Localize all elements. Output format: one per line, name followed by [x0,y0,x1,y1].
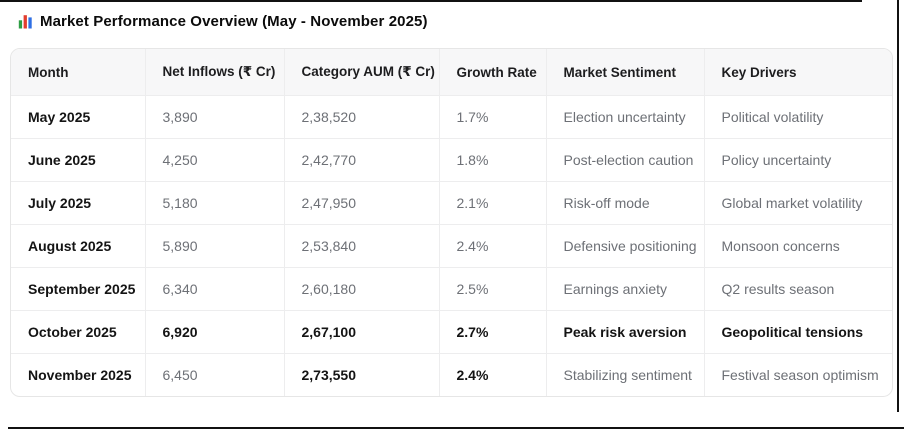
month-cell: August 2025 [11,224,145,268]
table-row: July 2025 5,180 2,47,950 2.1% Risk-off mode G… [11,181,892,225]
table-cell: 2.4% [438,353,546,396]
table-cell: Festival season optimism [703,353,892,396]
table-cell: 2.5% [438,267,546,311]
table-cell: Monsoon concerns [703,224,892,268]
month-cell: September 2025 [11,267,145,311]
column-header: Category AUM (₹ Cr) [283,49,439,96]
page-title: Market Performance Overview (May - Novem… [18,13,428,30]
table-cell: Q2 results season [703,267,892,311]
table-row: June 2025 4,250 2,42,770 1.8% Post-election … [11,138,892,182]
column-header: Net Inflows (₹ Cr) [144,49,284,96]
table-cell: 6,340 [144,267,284,311]
table-cell: 1.7% [438,95,546,139]
screenshot-border-top [0,0,862,2]
table-cell: 4,250 [144,138,284,182]
table-row: October 2025 6,920 2,67,100 2.7% Peak risk a… [11,310,892,354]
table-cell: 2,47,950 [283,181,439,225]
table-cell: Geopolitical tensions [703,310,892,354]
table-cell: 2,53,840 [283,224,439,268]
month-cell: November 2025 [11,353,145,396]
column-header: Market Sentiment [545,49,704,96]
table-cell: 6,920 [144,310,284,354]
table-cell: Stabilizing sentiment [545,353,704,396]
table-cell: Election uncertainty [545,95,704,139]
table-cell: 2,67,100 [283,310,439,354]
month-cell: May 2025 [11,95,145,139]
table-card: Month Net Inflows (₹ Cr) Category AUM (₹ C… [10,48,893,397]
table-cell: 2.4% [438,224,546,268]
table-cell: 2,73,550 [283,353,439,396]
table-cell: Policy uncertainty [703,138,892,182]
table-cell: 3,890 [144,95,284,139]
month-cell: June 2025 [11,138,145,182]
column-header: Month [11,49,145,96]
table-cell: 5,180 [144,181,284,225]
table-cell: 2.1% [438,181,546,225]
table-cell: 2,60,180 [283,267,439,311]
table-row: May 2025 3,890 2,38,520 1.7% Election uncert… [11,95,892,139]
table-cell: Earnings anxiety [545,267,704,311]
table-cell: Defensive positioning [545,224,704,268]
table-cell: 6,450 [144,353,284,396]
table-header-row: Month Net Inflows (₹ Cr) Category AUM (₹ C… [11,49,892,96]
table-cell: 5,890 [144,224,284,268]
screenshot-border-right [897,0,899,412]
table-row: November 2025 6,450 2,73,550 2.4% Stabilizin… [11,353,892,396]
table-cell: Global market volatility [703,181,892,225]
table-cell: Political volatility [703,95,892,139]
month-cell: October 2025 [11,310,145,354]
table-cell: 1.8% [438,138,546,182]
column-header: Key Drivers [703,49,892,96]
table-cell: Peak risk aversion [545,310,704,354]
bar-chart-icon [18,14,33,29]
table-cell: Risk-off mode [545,181,704,225]
page-title-text: Market Performance Overview (May - Novem… [40,13,428,30]
table-row: August 2025 5,890 2,53,840 2.4% Defensive po… [11,224,892,268]
table-cell: 2,38,520 [283,95,439,139]
column-header: Growth Rate [438,49,546,96]
table-cell: 2.7% [438,310,546,354]
market-performance-table: Month Net Inflows (₹ Cr) Category AUM (₹ C… [11,49,892,396]
table-cell: 2,42,770 [283,138,439,182]
table-cell: Post-election caution [545,138,704,182]
table-row: September 2025 6,340 2,60,180 2.5% Earnings … [11,267,892,311]
month-cell: July 2025 [11,181,145,225]
screenshot-border-bottom [8,427,904,429]
